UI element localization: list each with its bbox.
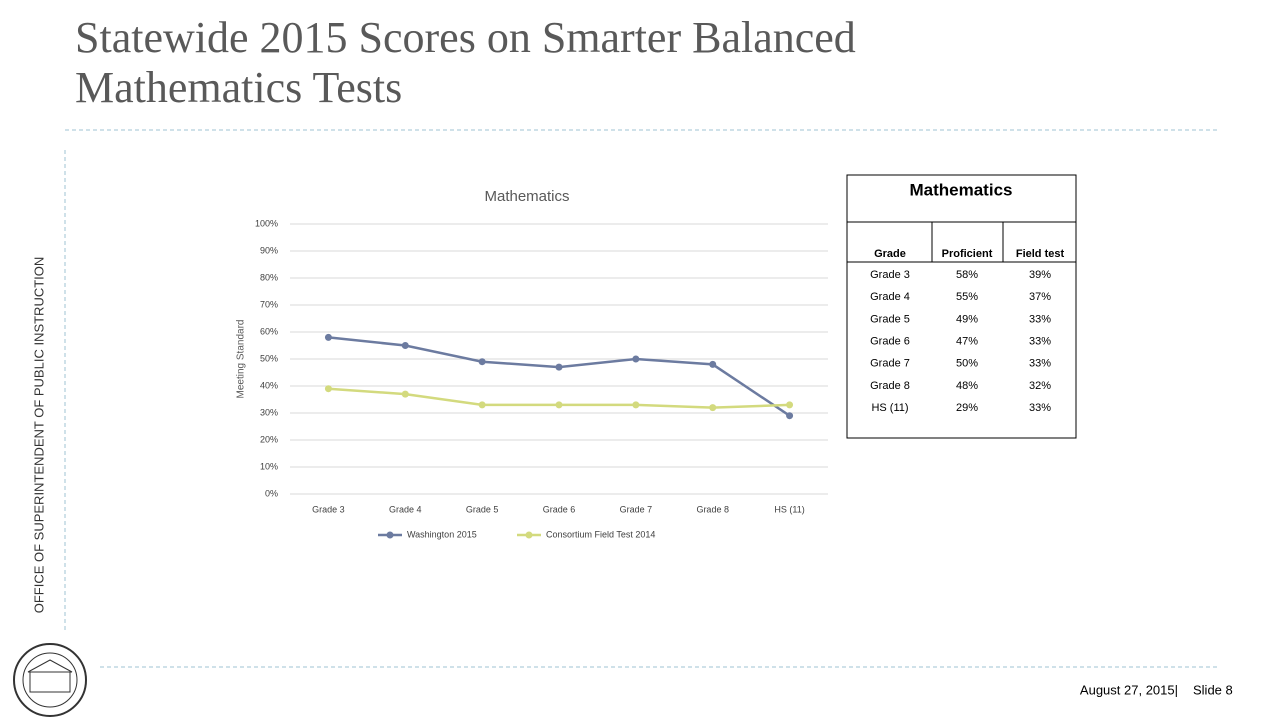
table-cell: Grade 8: [870, 380, 910, 392]
slide-title: Statewide 2015 Scores on Smarter Balance…: [75, 13, 856, 62]
y-tick-label: 50%: [260, 353, 278, 363]
table-header: Field test: [1016, 248, 1065, 260]
x-tick-label: Grade 6: [543, 504, 576, 514]
table-cell: 33%: [1029, 313, 1051, 325]
y-tick-label: 80%: [260, 272, 278, 282]
x-tick-label: Grade 3: [312, 504, 345, 514]
legend-swatch: [386, 531, 394, 539]
table-cell: 58%: [956, 269, 978, 281]
point: [401, 390, 409, 398]
y-tick-label: 30%: [260, 407, 278, 417]
table-cell: 48%: [956, 380, 978, 392]
point: [709, 360, 717, 368]
table-cell: 37%: [1029, 291, 1051, 303]
y-axis-label: Meeting Standard: [236, 320, 247, 399]
x-tick-label: Grade 4: [389, 504, 422, 514]
table-cell: 50%: [956, 358, 978, 370]
point: [555, 401, 563, 409]
chart-title: Mathematics: [484, 188, 569, 205]
point: [786, 412, 794, 420]
table-header: Grade: [874, 248, 906, 260]
table-title: Mathematics: [910, 180, 1013, 199]
x-tick-label: HS (11): [774, 504, 804, 514]
table-cell: 29%: [956, 402, 978, 414]
table-cell: Grade 6: [870, 336, 910, 348]
table-cell: 33%: [1029, 402, 1051, 414]
legend-swatch: [525, 531, 533, 539]
table-cell: Grade 3: [870, 269, 910, 281]
footer-date: August 27, 2015|: [1080, 682, 1178, 697]
y-tick-label: 40%: [260, 380, 278, 390]
y-tick-label: 100%: [255, 218, 278, 228]
table-cell: 33%: [1029, 358, 1051, 370]
y-tick-label: 60%: [260, 326, 278, 336]
point: [324, 385, 332, 393]
point: [709, 404, 717, 412]
x-tick-label: Grade 5: [466, 504, 499, 514]
y-tick-label: 10%: [260, 461, 278, 471]
x-tick-label: Grade 7: [620, 504, 653, 514]
table-cell: 33%: [1029, 336, 1051, 348]
table-frame: [846, 174, 1077, 439]
table-cell: 39%: [1029, 269, 1051, 281]
x-tick-label: Grade 8: [696, 504, 729, 514]
slide-title: Mathematics Tests: [75, 63, 402, 112]
logo: [13, 643, 87, 717]
y-tick-label: 90%: [260, 245, 278, 255]
footer-slide: Slide 8: [1193, 682, 1233, 697]
table-cell: 47%: [956, 336, 978, 348]
point: [324, 333, 332, 341]
table-cell: 49%: [956, 313, 978, 325]
point: [786, 401, 794, 409]
point: [478, 401, 486, 409]
y-tick-label: 0%: [265, 488, 278, 498]
legend-label: Consortium Field Test 2014: [546, 529, 655, 539]
point: [401, 342, 409, 349]
y-tick-label: 70%: [260, 299, 278, 309]
point: [555, 363, 563, 371]
table-cell: Grade 5: [870, 313, 910, 325]
table-cell: 55%: [956, 291, 978, 303]
point: [632, 401, 640, 409]
table-cell: HS (11): [871, 402, 908, 414]
point: [632, 355, 640, 363]
table-header: Proficient: [942, 248, 993, 260]
sidebar-text: OFFICE OF SUPERINTENDENT OF PUBLIC INSTR…: [31, 257, 46, 614]
point: [478, 358, 486, 366]
table-cell: Grade 7: [870, 358, 910, 370]
table-cell: 32%: [1029, 380, 1051, 392]
y-tick-label: 20%: [260, 434, 278, 444]
legend-label: Washington 2015: [407, 529, 477, 539]
table-cell: Grade 4: [870, 291, 910, 303]
